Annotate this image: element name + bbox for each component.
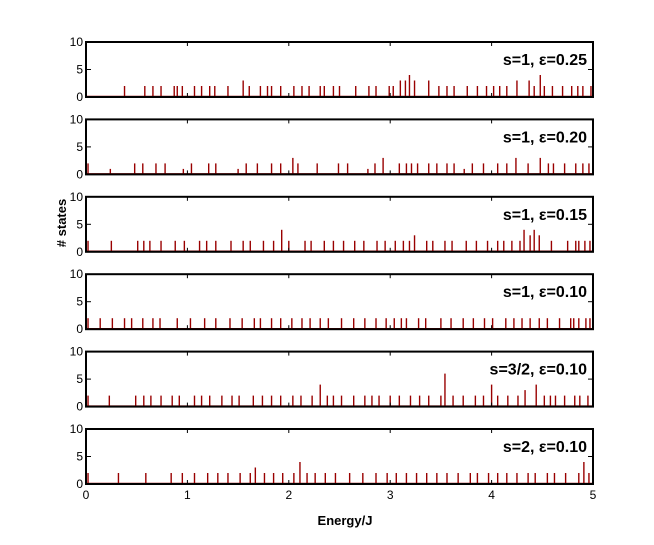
panel-2: 0 5 10 s=1, ε=0.20 <box>70 112 594 181</box>
y-tick-label: 5 <box>76 372 83 386</box>
x-axis-title: Energy/J <box>318 513 373 528</box>
panel-label: s=2, ε=0.10 <box>503 439 587 456</box>
panel-label: s=3/2, ε=0.10 <box>490 362 588 379</box>
y-tick-label: 10 <box>70 267 84 281</box>
panel-3: 0 5 10 s=1, ε=0.15 <box>70 190 594 259</box>
panel-frame <box>85 118 594 176</box>
panel-frame <box>85 350 594 408</box>
panel-6: 0 5 10 s=2, ε=0.10 <box>70 422 594 491</box>
panel-4: 0 5 10 s=1, ε=0.10 <box>70 267 594 336</box>
y-tick-label: 10 <box>70 345 84 359</box>
x-tick-label: 0 <box>83 488 90 502</box>
x-tick-label: 3 <box>387 488 394 502</box>
y-tick-label: 5 <box>76 63 83 77</box>
panel-label: s=1, ε=0.25 <box>503 52 587 69</box>
y-axis-title: # states <box>54 199 69 247</box>
y-tick-label: 0 <box>76 167 83 181</box>
y-tick-label: 10 <box>70 422 84 436</box>
panel-label: s=1, ε=0.20 <box>503 129 587 146</box>
y-tick-label: 10 <box>70 190 84 204</box>
x-axis: 0 1 2 3 4 5 <box>83 488 597 502</box>
y-tick-label: 0 <box>76 90 83 104</box>
panel-label: s=1, ε=0.15 <box>503 207 587 224</box>
y-tick-label: 5 <box>76 450 83 464</box>
y-tick-label: 0 <box>76 477 83 491</box>
panel-label: s=1, ε=0.10 <box>503 284 587 301</box>
y-tick-label: 0 <box>76 400 83 414</box>
panels-group: 0 5 10 s=1, ε=0.25 0 5 10 s=1, ε=0.20 0 5 10 s=1, ε… <box>70 35 594 491</box>
panel-frame <box>85 273 594 331</box>
panel-5: 0 5 10 s=3/2, ε=0.10 <box>70 345 594 414</box>
panel-1: 0 5 10 s=1, ε=0.25 <box>70 35 594 104</box>
x-tick-label: 4 <box>488 488 495 502</box>
x-tick-label: 2 <box>285 488 292 502</box>
x-tick-label: 1 <box>184 488 191 502</box>
y-tick-label: 10 <box>70 112 84 126</box>
x-tick-label: 5 <box>590 488 597 502</box>
y-tick-label: 0 <box>76 245 83 259</box>
y-tick-label: 0 <box>76 322 83 336</box>
y-tick-label: 5 <box>76 295 83 309</box>
panel-frame <box>85 195 594 253</box>
y-tick-label: 5 <box>76 217 83 231</box>
y-tick-label: 5 <box>76 140 83 154</box>
y-tick-label: 10 <box>70 35 84 49</box>
